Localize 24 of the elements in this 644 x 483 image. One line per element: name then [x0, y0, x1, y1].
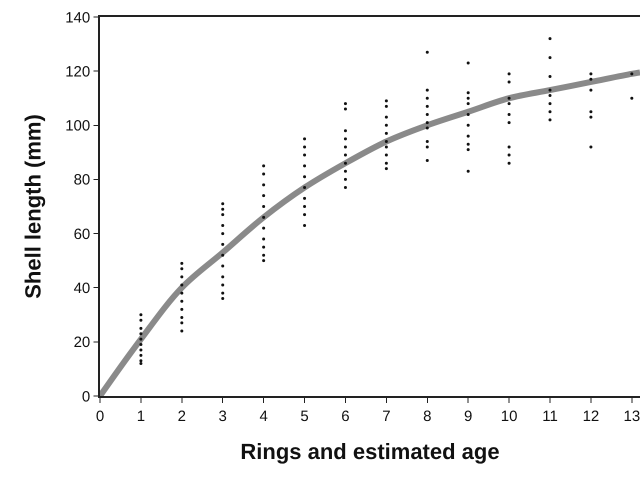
x-tick-label: 4 [259, 408, 268, 425]
x-tick-label: 12 [582, 408, 600, 425]
y-tick-label: 0 [82, 388, 90, 406]
x-tick-label: 6 [341, 408, 350, 425]
y-tick-label: 40 [74, 280, 90, 297]
y-tick-label: 60 [74, 226, 90, 243]
x-tick-label: 2 [178, 408, 186, 425]
x-tick-label: 10 [500, 408, 518, 425]
y-tick-label: 80 [74, 172, 90, 189]
y-tick-label: 20 [74, 334, 90, 352]
y-axis-title: Shell length (mm) [20, 114, 46, 299]
x-tick-label: 8 [423, 408, 432, 425]
x-tick-label: 7 [382, 408, 391, 425]
x-tick-label: 9 [464, 408, 472, 425]
y-tick-label: 100 [65, 118, 90, 135]
x-tick-label: 13 [623, 408, 640, 425]
x-tick-label: 1 [136, 408, 146, 425]
x-tick-label: 11 [542, 408, 558, 425]
x-tick-label: 0 [96, 408, 104, 425]
x-tick-label: 5 [300, 408, 309, 425]
y-tick-label: 140 [65, 9, 90, 26]
x-tick-label: 3 [218, 408, 227, 425]
x-axis-title: Rings and estimated age [240, 439, 500, 464]
y-tick-label: 120 [65, 63, 90, 80]
